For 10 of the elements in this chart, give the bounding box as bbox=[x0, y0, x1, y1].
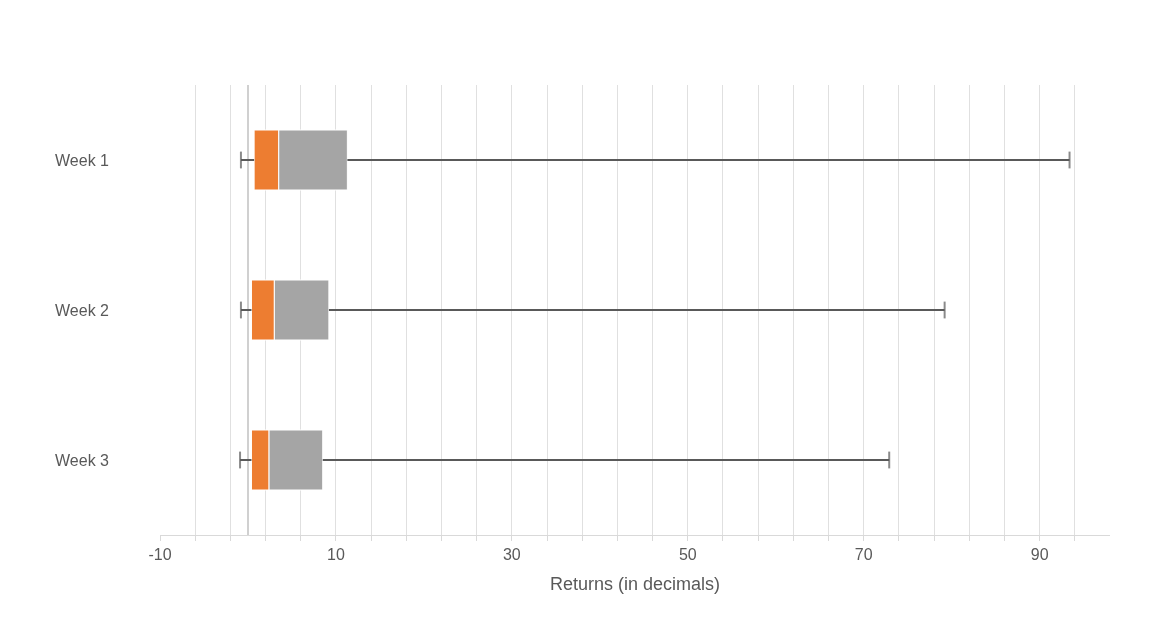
x-axis-title: Returns (in decimals) bbox=[549, 574, 721, 595]
x-tick-label: 70 bbox=[854, 546, 873, 564]
x-tick-label: 50 bbox=[678, 546, 697, 564]
x-tick-label: 10 bbox=[327, 546, 345, 564]
y-tick-label: Week 1 bbox=[55, 151, 110, 169]
x-tick-label: 90 bbox=[1030, 546, 1049, 564]
x-tick-label: 30 bbox=[502, 546, 521, 564]
y-tick-label: Week 3 bbox=[55, 451, 110, 469]
x-tick-label: -10 bbox=[148, 546, 172, 564]
y-tick-label: Week 2 bbox=[55, 301, 110, 319]
